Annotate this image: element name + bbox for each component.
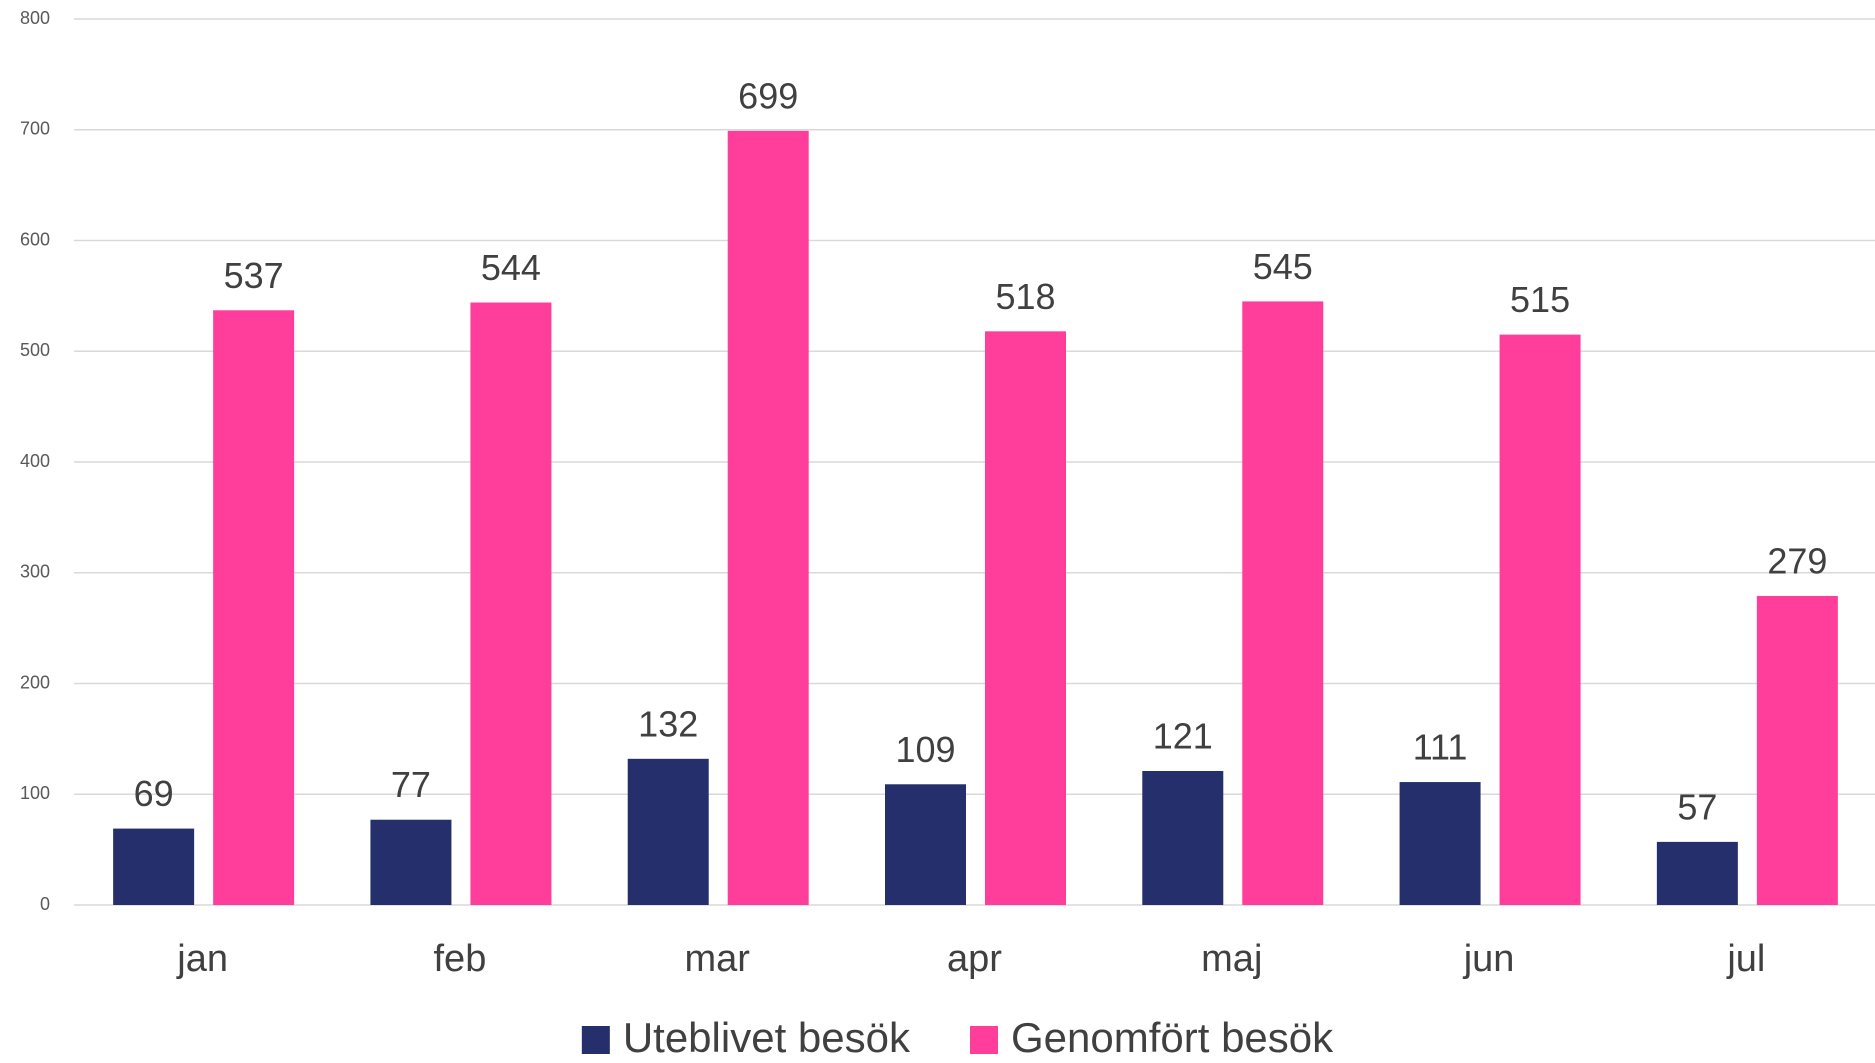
bar: [1399, 782, 1481, 905]
data-label: 544: [481, 247, 541, 288]
data-label: 121: [1153, 716, 1213, 757]
y-tick-label: 600: [20, 229, 50, 249]
bar: [1499, 334, 1581, 905]
data-label: 537: [224, 255, 284, 296]
data-label: 69: [134, 773, 174, 814]
bar: [213, 310, 295, 906]
x-tick-label: maj: [1201, 938, 1262, 980]
bar: [1142, 770, 1224, 905]
y-tick-label: 700: [20, 119, 50, 139]
bar: [985, 331, 1066, 905]
data-label: 111: [1413, 727, 1468, 768]
y-tick-label: 500: [20, 340, 50, 360]
bar: [470, 302, 552, 905]
bar: [627, 758, 709, 905]
data-label: 57: [1677, 786, 1717, 827]
legend-swatch: [581, 1026, 610, 1054]
x-tick-label: jan: [176, 938, 228, 980]
data-label: 77: [391, 764, 431, 805]
y-tick-label: 300: [20, 562, 50, 582]
y-tick-label: 800: [20, 8, 50, 28]
data-label: 699: [738, 75, 798, 116]
y-tick-label: 200: [20, 672, 50, 692]
y-tick-label: 400: [20, 451, 50, 471]
bar: [1756, 596, 1838, 905]
data-label: 518: [995, 276, 1055, 317]
legend-swatch: [969, 1026, 998, 1054]
bar: [1242, 301, 1324, 906]
x-tick-label: feb: [434, 938, 487, 980]
y-tick-label: 0: [40, 894, 50, 914]
data-label: 545: [1253, 246, 1313, 287]
y-tick-label: 100: [20, 783, 50, 803]
x-tick-label: mar: [684, 938, 750, 980]
data-label: 279: [1767, 541, 1827, 582]
legend-label: Uteblivet besök: [623, 1014, 911, 1061]
legend-label: Genomfört besök: [1011, 1014, 1334, 1061]
data-label: 515: [1510, 279, 1570, 320]
bar: [727, 130, 809, 906]
bar: [113, 828, 195, 905]
x-tick-label: jun: [1463, 938, 1515, 980]
data-label: 132: [638, 703, 698, 744]
bar: [885, 784, 966, 905]
x-tick-label: apr: [947, 938, 1002, 980]
bar: [370, 819, 452, 905]
bar: [1656, 841, 1738, 905]
x-tick-label: jul: [1726, 938, 1765, 980]
data-label: 109: [895, 729, 955, 770]
